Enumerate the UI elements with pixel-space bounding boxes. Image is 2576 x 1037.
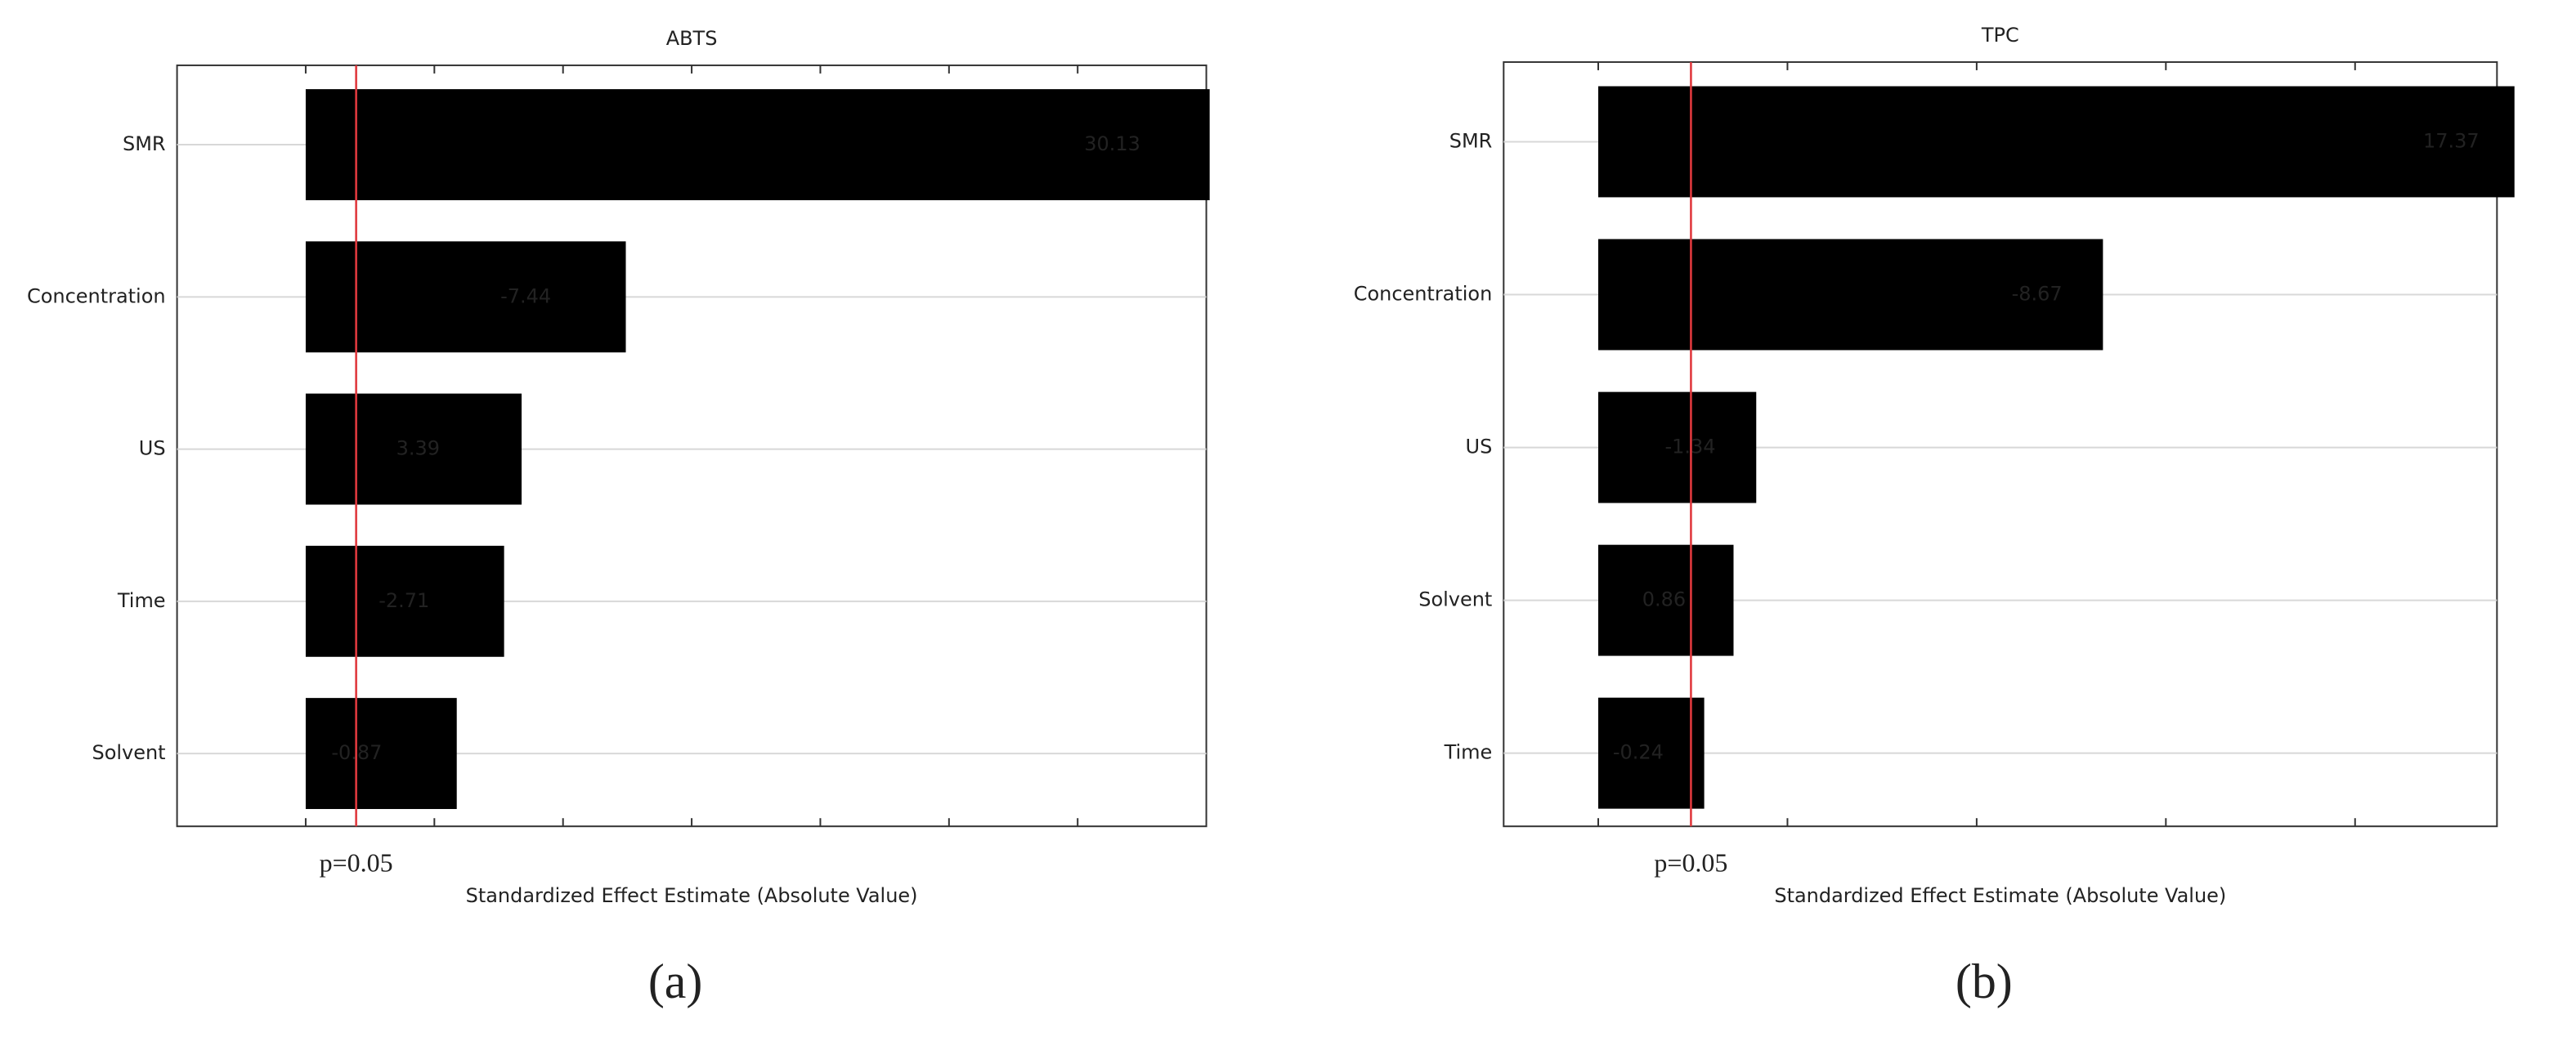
data-label: -0.24 [1613,741,1664,764]
y-tick-label: SMR [123,132,166,155]
x-axis-label: Standardized Effect Estimate (Absolute V… [1774,884,2226,907]
data-label: -8.67 [2012,283,2063,306]
data-label: 30.13 [1084,132,1140,155]
data-label: 0.86 [1642,588,1686,611]
reference-label: p=0.05 [320,849,393,878]
bar [305,241,626,353]
x-axis-label: Standardized Effect Estimate (Absolute V… [466,884,918,907]
bar [305,393,522,505]
reference-label: p=0.05 [1654,849,1727,878]
y-tick-label: Solvent [1418,588,1492,611]
bar [305,698,457,810]
chart-title: TPC [1981,24,2019,47]
data-label: -7.44 [500,284,551,307]
y-tick-label: SMR [1449,129,1493,152]
y-tick-label: Concentration [27,284,166,307]
bar [305,545,504,657]
y-tick-label: Concentration [1354,283,1493,306]
y-tick-label: Solvent [92,741,166,764]
y-tick-label: Time [1444,741,1493,764]
y-tick-label: US [1466,436,1493,458]
data-label: -2.71 [379,589,429,612]
plot-frame [1503,60,2498,828]
panel-caption: (b) [1956,954,2013,1008]
bar [1598,86,2515,198]
data-label: 3.39 [396,437,440,460]
bar [1598,544,1734,656]
bar [1598,391,1757,503]
y-tick-label: Time [117,589,166,612]
bar [305,89,1210,201]
data-label: 17.37 [2423,129,2480,152]
chart-title: ABTS [666,27,718,50]
bar [1598,239,2103,351]
bar [1598,697,1705,809]
y-tick-label: US [139,437,166,460]
panel-caption: (a) [648,954,703,1008]
